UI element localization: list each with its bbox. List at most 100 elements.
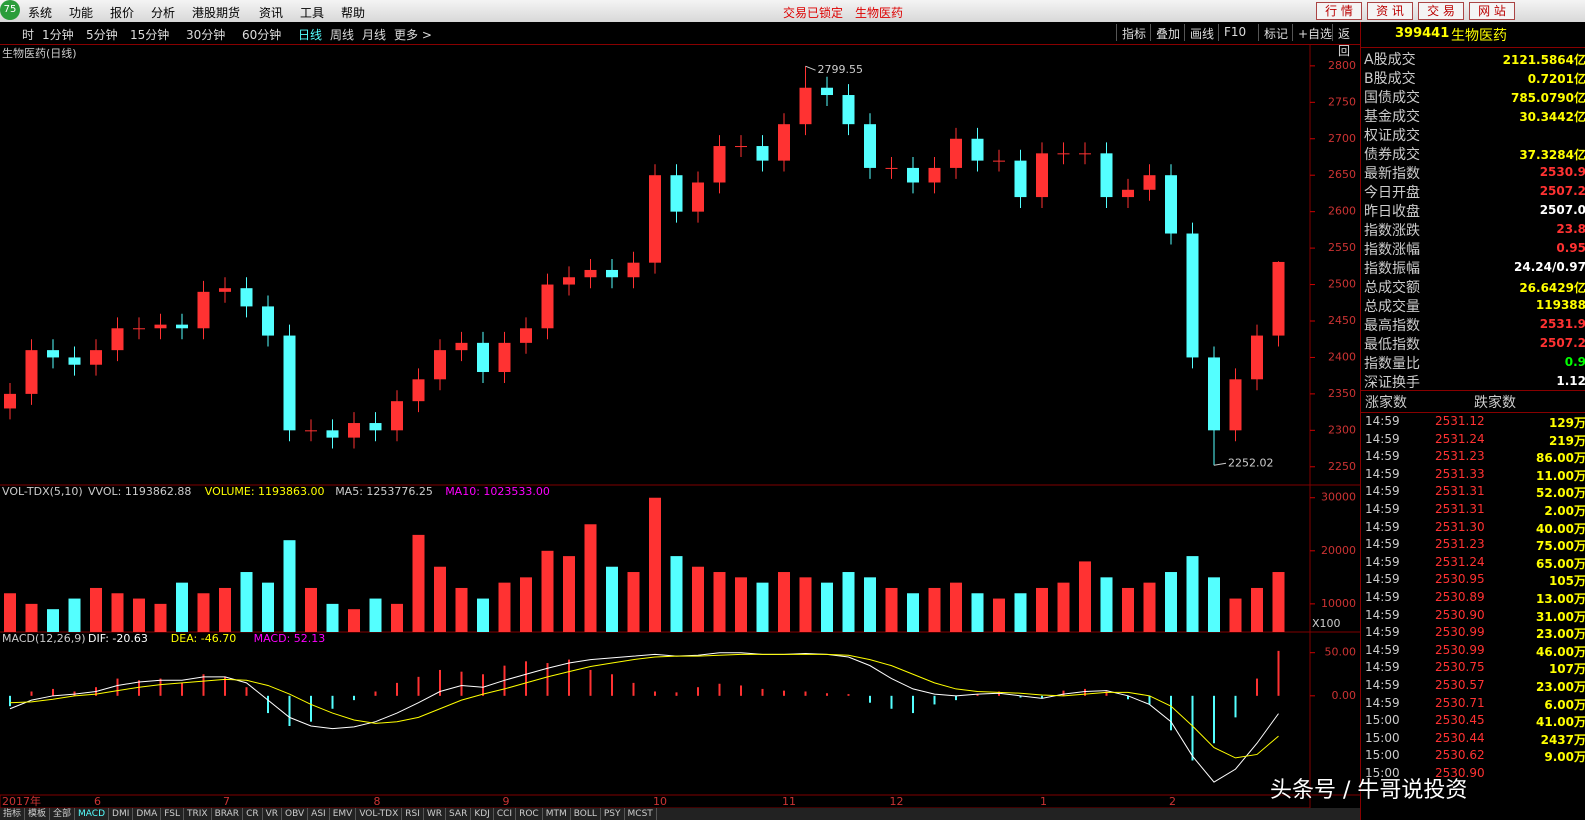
indicator-tab[interactable]: MCST (625, 808, 657, 820)
volume-bar (1229, 598, 1242, 632)
tick-row: 14:59 2530.90 31.00万 (1361, 608, 1585, 626)
indicator-tab[interactable]: WR (424, 808, 447, 820)
menu-item[interactable]: 港股期货 (192, 6, 241, 20)
tick-time: 14:59 (1365, 414, 1400, 428)
period-tab[interactable]: 更多 > (394, 28, 432, 42)
tool-button[interactable]: 返回 (1332, 24, 1360, 58)
menu-item[interactable]: 资讯 (259, 6, 284, 20)
stat-label: 最高指数 (1364, 318, 1420, 334)
date-axis-bg (0, 794, 1311, 808)
candle-body (1100, 153, 1113, 198)
indicator-tab[interactable]: ROC (516, 808, 543, 820)
indicator-tab[interactable]: CCI (494, 808, 517, 820)
indicator-tab[interactable]: MACD (75, 808, 110, 820)
stat-value: 2507.2 (1539, 184, 1585, 198)
indicator-tab[interactable]: DMA (133, 808, 162, 820)
indicator-tab[interactable]: BOLL (571, 808, 601, 820)
indicator-tab[interactable]: CR (243, 808, 263, 820)
period-tab[interactable]: 60分钟 (242, 28, 282, 42)
tick-volume: 6.00万 (1544, 697, 1585, 712)
stat-label: B股成交 (1364, 71, 1416, 87)
indicator-tab[interactable]: 指标 (0, 808, 26, 820)
menu-item[interactable]: 帮助 (341, 6, 366, 20)
tool-button[interactable]: 指标 (1116, 24, 1151, 41)
indicator-tab[interactable]: KDJ (471, 808, 494, 820)
tick-volume: 105万 (1548, 574, 1585, 589)
indicator-tab[interactable]: PSY (601, 808, 625, 820)
tool-button[interactable]: F10 (1218, 24, 1251, 41)
y-tick-label: 30000 (1321, 491, 1356, 504)
volume-bar (627, 572, 640, 632)
indicator-tab[interactable]: TRIX (184, 808, 212, 820)
indicator-tab[interactable]: OBV (282, 808, 309, 820)
volume-bar (197, 593, 210, 632)
volume-bar (1186, 556, 1199, 632)
tick-row: 14:59 2531.23 86.00万 (1361, 449, 1585, 467)
high-label: 2799.55 (818, 63, 864, 76)
volume-bar (47, 609, 59, 632)
tick-row: 14:59 2530.99 46.00万 (1361, 643, 1585, 661)
stat-value: 23.8 (1556, 222, 1585, 236)
tick-volume: 23.00万 (1536, 627, 1585, 642)
period-tab[interactable]: 30分钟 (186, 28, 226, 42)
top-button[interactable]: 交 易 (1418, 2, 1464, 20)
tick-row: 14:59 2531.33 11.00万 (1361, 467, 1585, 485)
low-label: 2252.02 (1228, 456, 1274, 469)
tick-row: 14:59 2530.57 23.00万 (1361, 678, 1585, 696)
candle-body (950, 138, 962, 168)
candle-body (262, 306, 274, 336)
period-tab[interactable]: 日线 (298, 28, 323, 42)
volume-bar (821, 582, 833, 632)
indicator-tab[interactable]: 全部 (50, 808, 76, 820)
period-tab[interactable]: 时 (22, 28, 35, 42)
stat-row: A股成交 2121.5864亿 (1361, 49, 1585, 68)
top-button[interactable]: 网 站 (1469, 2, 1515, 20)
menu-item[interactable]: 系统 (28, 6, 53, 20)
menu-item[interactable]: 分析 (151, 6, 176, 20)
logo[interactable]: 75 (0, 0, 20, 20)
stat-value: 30.3442亿 (1519, 110, 1585, 124)
legend-entry: DEA: -46.70 (171, 632, 236, 645)
stat-value: 0.7201亿 (1527, 72, 1585, 86)
stat-row: 总成交额 26.6429亿 (1361, 277, 1585, 296)
indicator-tab[interactable]: 模板 (25, 808, 51, 820)
tool-button[interactable]: +自选 (1292, 24, 1337, 41)
indicator-tab[interactable]: EMV (330, 808, 357, 820)
volume-bar (713, 572, 726, 632)
indicator-tab[interactable]: VOL-TDX (356, 808, 403, 820)
indicator-tab[interactable]: BRAR (212, 808, 244, 820)
tool-button[interactable]: 标记 (1258, 24, 1293, 41)
volume-bar (326, 603, 339, 632)
candle-body (68, 357, 81, 365)
volume-bar (1057, 582, 1070, 632)
period-tab[interactable]: 月线 (362, 28, 387, 42)
indicator-tab[interactable]: FSL (161, 808, 184, 820)
indicator-tab[interactable]: RSI (402, 808, 424, 820)
x-tick-label: 2017年 (2, 794, 41, 808)
indicator-tab[interactable]: DMI (109, 808, 134, 820)
candle-body (498, 342, 511, 373)
y-tick-label: 2600 (1328, 205, 1356, 218)
menu-item[interactable]: 功能 (69, 6, 94, 20)
indicator-tab[interactable]: VR (263, 808, 283, 820)
y-tick-label: 2300 (1328, 423, 1356, 436)
candle-body (541, 284, 554, 329)
candle-body (455, 342, 468, 351)
tool-button[interactable]: 叠加 (1150, 24, 1185, 41)
indicator-tab[interactable]: ASI (308, 808, 330, 820)
volume-bar (498, 582, 511, 632)
menu-item[interactable]: 报价 (110, 6, 135, 20)
period-tab[interactable]: 5分钟 (86, 28, 118, 42)
period-tab[interactable]: 15分钟 (130, 28, 170, 42)
candle-body (1079, 153, 1091, 155)
period-tab[interactable]: 周线 (330, 28, 355, 42)
indicator-tab[interactable]: SAR (446, 808, 472, 820)
volume-bar (950, 582, 962, 632)
menu-item[interactable]: 工具 (300, 6, 325, 20)
top-button[interactable]: 行 情 (1316, 2, 1362, 20)
period-tab[interactable]: 1分钟 (42, 28, 74, 42)
tool-button[interactable]: 画线 (1184, 24, 1219, 41)
candle-body (369, 423, 382, 431)
indicator-tab[interactable]: MTM (543, 808, 571, 820)
top-button[interactable]: 资 讯 (1367, 2, 1413, 20)
